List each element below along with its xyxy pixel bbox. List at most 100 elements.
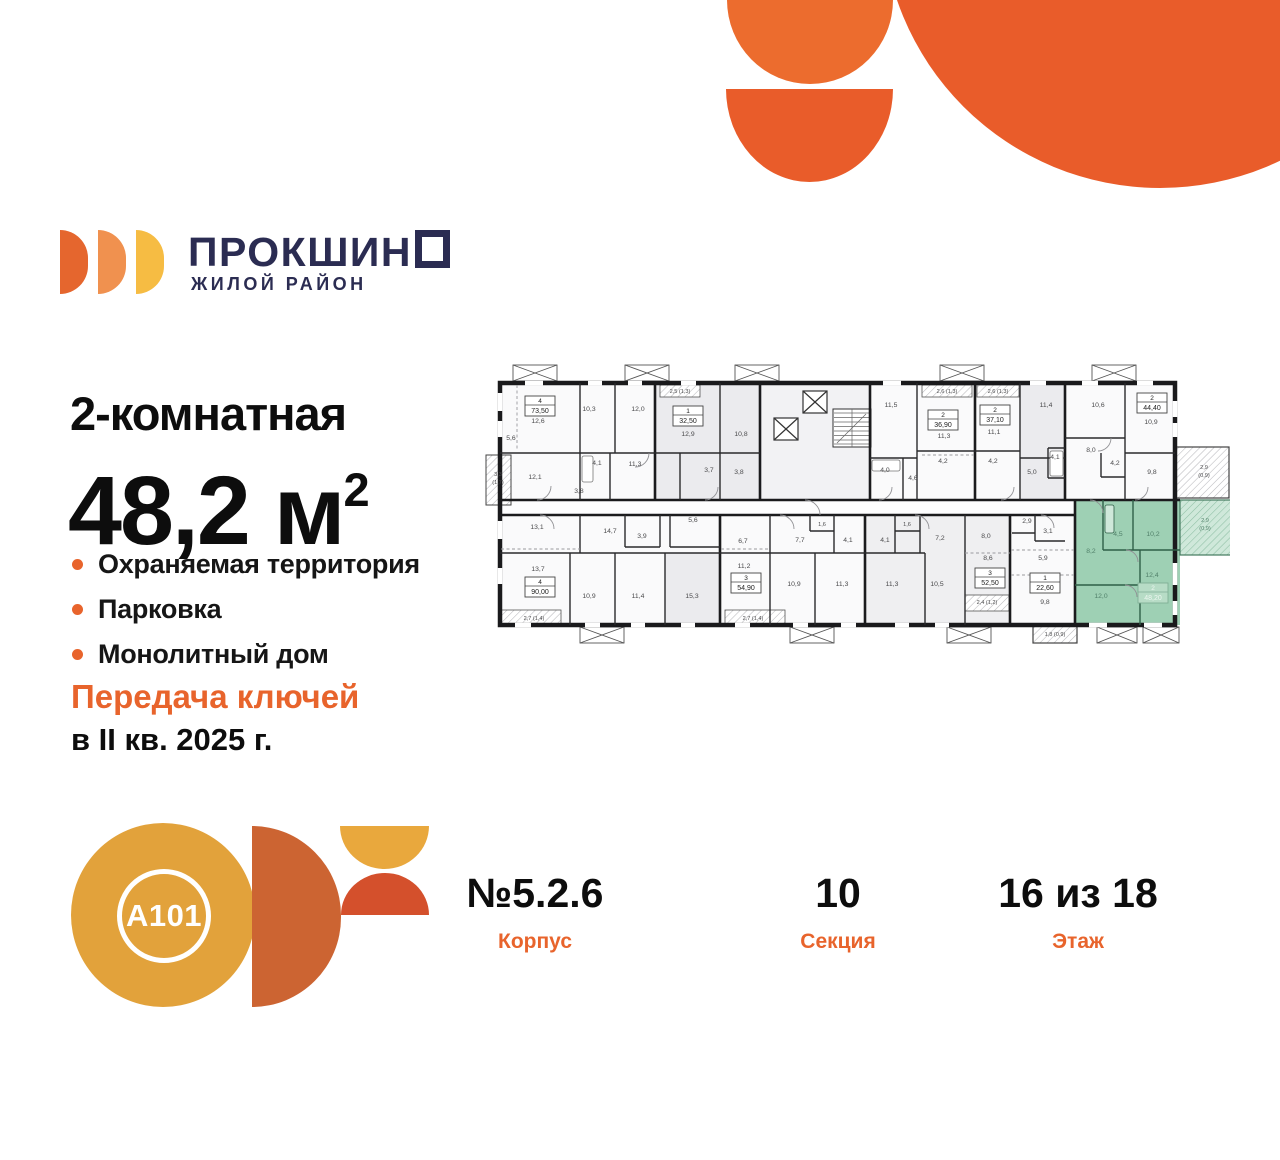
feature-list: Охраняемая территория Парковка Монолитны…: [72, 548, 420, 683]
unit-box-highlight[interactable]: 248,20: [1137, 582, 1169, 604]
developer-logo-dome-up-icon: [341, 873, 429, 915]
svg-text:8,0: 8,0: [981, 533, 991, 540]
svg-text:37,10: 37,10: [986, 417, 1004, 424]
feature-item: Монолитный дом: [72, 638, 420, 670]
svg-text:4,2: 4,2: [988, 458, 998, 465]
section-label: Секция: [800, 930, 876, 953]
detail-section: 10 Секция: [800, 868, 875, 954]
unit-box: 352,50: [974, 567, 1006, 589]
svg-text:4,1: 4,1: [843, 537, 853, 544]
svg-text:6,7: 6,7: [738, 538, 748, 545]
keys-transfer-line2: в II кв. 2025 г.: [71, 722, 273, 757]
svg-text:12,9: 12,9: [681, 431, 694, 438]
logo-semicircle-3-icon: [136, 230, 164, 294]
deco-circle-big: [882, 0, 1280, 188]
svg-text:4,1: 4,1: [1050, 454, 1060, 461]
svg-text:11,1: 11,1: [988, 429, 1001, 436]
plan-unit-boxes: 473,50 132,50236,90237,10244,40490,00354,…: [524, 392, 1169, 604]
svg-text:10,3: 10,3: [582, 406, 595, 413]
svg-text:12,0: 12,0: [631, 406, 644, 413]
svg-text:2,9: 2,9: [1022, 518, 1032, 525]
bullet-icon: [72, 648, 83, 660]
svg-text:12,1: 12,1: [528, 474, 541, 481]
svg-text:4,2: 4,2: [938, 458, 948, 465]
highlight-balcony: [1179, 499, 1230, 556]
unit-box: 236,90: [927, 409, 959, 431]
svg-text:13,7: 13,7: [531, 566, 544, 573]
unit-box: 122,60: [1029, 572, 1061, 594]
bullet-icon: [72, 603, 83, 615]
feature-label: Охраняемая территория: [98, 548, 420, 579]
svg-text:9,8: 9,8: [1147, 469, 1157, 476]
bath-fixtures: [581, 450, 1115, 534]
apartment-divider-walls: [500, 383, 1180, 625]
vent-boxes-bottom: [579, 626, 1180, 644]
floorplan-svg: 5,6 12,6 10,3 12,0 11,3 4,1 12,1 3,8 3,3 (1,7) 2,5…: [485, 364, 1230, 644]
svg-text:11,5: 11,5: [885, 402, 898, 409]
selected-apartment-highlight[interactable]: [1075, 500, 1180, 625]
svg-text:(0,9): (0,9): [1198, 473, 1210, 479]
svg-text:10,6: 10,6: [1091, 402, 1104, 409]
keys-transfer-line1: Передача ключей: [71, 678, 360, 715]
svg-text:3,8: 3,8: [734, 469, 744, 476]
svg-text:48,20: 48,20: [1144, 595, 1162, 602]
floorplan: 5,6 12,6 10,3 12,0 11,3 4,1 12,1 3,8 3,3 (1,7) 2,5…: [485, 363, 1230, 653]
building-label: Корпус: [498, 930, 572, 953]
svg-text:4: 4: [538, 579, 542, 586]
svg-text:2,6 (1,3): 2,6 (1,3): [937, 389, 958, 395]
svg-text:5,0: 5,0: [1027, 469, 1037, 476]
svg-text:3: 3: [988, 570, 992, 577]
building-number: №5.2.6: [466, 870, 604, 916]
dashed-separators: [501, 385, 1074, 576]
svg-text:10,9: 10,9: [1144, 419, 1157, 426]
unit-box: 490,00: [524, 576, 556, 598]
unit-box: 354,90: [730, 572, 762, 594]
staircase: [832, 408, 872, 448]
section-number: 10: [815, 870, 861, 916]
vent-boxes-top: [512, 364, 1137, 382]
svg-text:10,2: 10,2: [1146, 531, 1159, 538]
logo-semicircle-1-icon: [60, 230, 88, 294]
feature-label: Монолитный дом: [98, 638, 329, 669]
svg-text:2,6 (1,3): 2,6 (1,3): [988, 389, 1009, 395]
svg-text:1,6: 1,6: [903, 522, 911, 528]
svg-text:4,2: 4,2: [1110, 460, 1120, 467]
svg-text:4,5: 4,5: [1113, 531, 1123, 538]
svg-text:11,3: 11,3: [938, 433, 951, 440]
svg-text:5,9: 5,9: [1038, 555, 1048, 562]
svg-text:2,5 (1,3): 2,5 (1,3): [670, 389, 691, 395]
floor-number: 16 из 18: [998, 870, 1158, 916]
svg-text:5,6: 5,6: [688, 517, 698, 524]
svg-text:2,9: 2,9: [1201, 518, 1209, 524]
deco-semicircle-small: [727, 0, 893, 84]
unit-box: 244,40: [1136, 392, 1168, 414]
elevator-shafts: [773, 390, 828, 441]
logo-semicircle-2-icon: [98, 230, 126, 294]
feature-item: Охраняемая территория: [72, 548, 420, 580]
svg-text:8,6: 8,6: [983, 555, 993, 562]
svg-text:1,8 (0,9): 1,8 (0,9): [1045, 632, 1066, 638]
svg-text:2: 2: [1150, 395, 1154, 402]
svg-text:52,50: 52,50: [981, 580, 999, 587]
svg-text:11,4: 11,4: [632, 593, 645, 600]
brand-wordmark-square-o: [414, 230, 450, 268]
feature-label: Парковка: [98, 593, 222, 624]
svg-text:4: 4: [538, 398, 542, 405]
svg-text:(1,7): (1,7): [492, 480, 504, 486]
detail-building: №5.2.6 Корпус: [467, 868, 604, 954]
svg-text:2,4 (1,2): 2,4 (1,2): [977, 600, 998, 606]
door-arcs: [536, 437, 1149, 598]
svg-text:1: 1: [686, 408, 690, 415]
svg-text:4,1: 4,1: [880, 537, 890, 544]
svg-text:12,6: 12,6: [531, 418, 544, 425]
svg-text:10,9: 10,9: [582, 593, 595, 600]
svg-text:22,60: 22,60: [1036, 585, 1054, 592]
svg-text:36,90: 36,90: [934, 422, 952, 429]
svg-text:3,3: 3,3: [494, 472, 502, 478]
svg-text:7,7: 7,7: [795, 537, 805, 544]
svg-text:2,9: 2,9: [1200, 465, 1208, 471]
svg-text:73,50: 73,50: [531, 408, 549, 415]
svg-text:3,1: 3,1: [1043, 528, 1053, 535]
developer-logo-text: A101: [125, 898, 203, 933]
detail-floor: 16 из 18 Этаж: [998, 868, 1158, 954]
